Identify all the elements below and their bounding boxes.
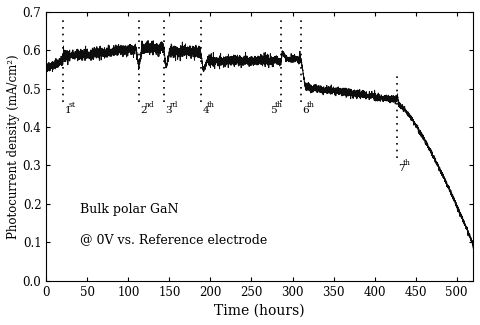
Text: st: st [69, 101, 76, 110]
Text: nd: nd [145, 101, 155, 110]
Text: 4: 4 [202, 106, 209, 115]
Text: 1: 1 [64, 106, 71, 115]
Text: @ 0V vs. Reference electrode: @ 0V vs. Reference electrode [81, 233, 268, 246]
Text: th: th [275, 101, 283, 110]
Text: 5: 5 [270, 106, 277, 115]
Text: Bulk polar GaN: Bulk polar GaN [81, 203, 179, 216]
Text: 7: 7 [398, 163, 405, 173]
Text: 6: 6 [302, 106, 309, 115]
Text: rd: rd [170, 101, 178, 110]
X-axis label: Time (hours): Time (hours) [215, 304, 305, 318]
Text: th: th [403, 159, 411, 167]
Text: 2: 2 [141, 106, 147, 115]
Text: th: th [206, 101, 215, 110]
Text: 3: 3 [165, 106, 172, 115]
Y-axis label: Photocurrent density (mA/cm²): Photocurrent density (mA/cm²) [7, 54, 20, 239]
Text: th: th [307, 101, 315, 110]
